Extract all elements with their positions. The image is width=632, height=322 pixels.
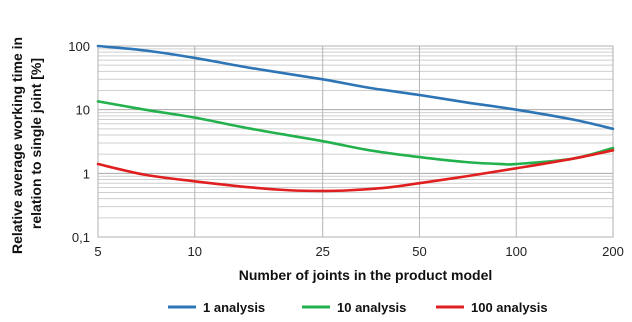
- x-axis-ticks: 5 10 25 50 100 200: [94, 244, 623, 259]
- x-tick-label: 5: [94, 244, 101, 259]
- y-axis-label-line-2: relation to single joint [%]: [28, 58, 44, 229]
- y-axis-ticks: 0,1 1 10 100: [68, 39, 90, 245]
- y-tick-label: 100: [68, 39, 90, 54]
- series-line-3: [96, 149, 615, 193]
- x-tick-label: 100: [505, 244, 527, 259]
- x-tick-label: 25: [315, 244, 329, 259]
- x-tick-label: 10: [188, 244, 202, 259]
- y-tick-label: 0,1: [72, 230, 90, 245]
- plot-area: [97, 45, 614, 238]
- legend: 1 analysis 10 analysis 100 analysis: [168, 300, 548, 315]
- y-tick-label: 10: [76, 103, 90, 118]
- series-line-2: [96, 100, 615, 166]
- legend-entry-2: 10 analysis: [337, 300, 406, 315]
- x-axis-label: Number of joints in the product model: [239, 267, 493, 283]
- legend-entry-3: 100 analysis: [471, 300, 548, 315]
- series-layer: [96, 44, 615, 193]
- x-tick-label: 50: [412, 244, 426, 259]
- y-tick-label: 1: [83, 166, 90, 181]
- y-axis-label: Relative average working time in relatio…: [9, 33, 44, 254]
- x-tick-label: 200: [602, 244, 624, 259]
- y-axis-label-line-1: Relative average working time in: [9, 37, 25, 254]
- series-line-1: [96, 44, 615, 131]
- legend-entry-1: 1 analysis: [203, 300, 265, 315]
- chart-grid: [97, 46, 614, 238]
